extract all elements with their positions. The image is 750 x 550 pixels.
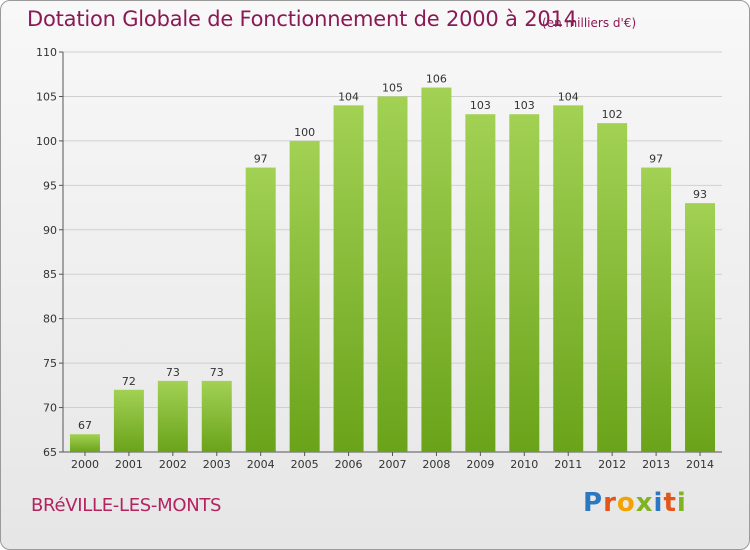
bar <box>157 380 188 452</box>
y-tick-label: 85 <box>43 268 57 281</box>
bar <box>377 96 408 452</box>
bar-value-label: 73 <box>210 366 224 379</box>
x-tick-label: 2008 <box>422 458 450 471</box>
x-tick-label: 2009 <box>466 458 494 471</box>
bar-value-label: 104 <box>338 90 359 103</box>
x-tick-label: 2006 <box>335 458 363 471</box>
logo-letter: i <box>676 488 687 518</box>
x-tick-label: 2012 <box>598 458 626 471</box>
bar-value-label: 103 <box>514 99 535 112</box>
y-tick-label: 75 <box>43 357 57 370</box>
bar-value-label: 67 <box>78 419 92 432</box>
bar-value-label: 93 <box>693 188 707 201</box>
bar-value-label: 104 <box>558 90 579 103</box>
city-name: BRéVILLE-LES-MONTS <box>31 495 222 516</box>
bar <box>245 167 276 453</box>
data-labels: 67 72 73 73 97 100 104 105 106 103 103 104 102 97 93 <box>78 73 707 433</box>
logo-letter: i <box>653 488 664 518</box>
y-tick-label: 65 <box>43 446 57 459</box>
bar-value-label: 102 <box>602 108 623 121</box>
x-tick-label: 2014 <box>686 458 714 471</box>
bar-value-label: 100 <box>294 126 315 139</box>
x-tick-label: 2005 <box>291 458 319 471</box>
x-tick-label: 2013 <box>642 458 670 471</box>
chart-title: Dotation Globale de Fonctionnement de 20… <box>27 7 577 31</box>
y-tick-label: 70 <box>43 402 57 415</box>
logo-letter: x <box>635 488 654 518</box>
bar <box>289 140 320 452</box>
bar <box>685 203 716 452</box>
x-tick-labels: 2000 2001 2002 2003 2004 2005 2006 2007 2008 2009… <box>71 458 714 471</box>
logo-letter: o <box>616 488 636 518</box>
bars <box>69 87 716 453</box>
bar-value-label: 97 <box>649 153 663 166</box>
y-tick-label: 80 <box>43 313 57 326</box>
y-tick-labels: 65 70 75 80 85 90 95 100 105 110 <box>36 46 57 459</box>
bar <box>69 434 100 452</box>
logo-letter: P <box>583 488 604 518</box>
x-tick-label: 2004 <box>247 458 275 471</box>
y-tick-label: 100 <box>36 135 57 148</box>
bar-value-label: 106 <box>426 73 447 86</box>
bar-value-label: 72 <box>122 375 136 388</box>
y-tick-label: 90 <box>43 224 57 237</box>
y-tick-label: 110 <box>36 46 57 59</box>
y-tick-label: 95 <box>43 179 57 192</box>
bar <box>509 114 540 452</box>
bar <box>333 105 364 452</box>
x-tick-label: 2010 <box>510 458 538 471</box>
bar <box>113 389 144 452</box>
bar <box>465 114 496 452</box>
x-tick-label: 2001 <box>115 458 143 471</box>
bar <box>201 380 232 452</box>
bar <box>553 105 584 452</box>
proxiti-logo: Proxiti <box>583 488 687 518</box>
bar-value-label: 73 <box>166 366 180 379</box>
x-tick-label: 2003 <box>203 458 231 471</box>
y-tick-label: 105 <box>36 90 57 103</box>
logo-letter: r <box>603 488 617 518</box>
x-tick-label: 2000 <box>71 458 99 471</box>
bar <box>597 123 628 452</box>
x-tick-label: 2002 <box>159 458 187 471</box>
chart-subtitle: (en milliers d'€) <box>542 16 637 30</box>
bar <box>421 87 452 453</box>
bar-value-label: 97 <box>254 153 268 166</box>
bar-value-label: 105 <box>382 81 403 94</box>
bar <box>641 167 672 453</box>
x-tick-label: 2011 <box>554 458 582 471</box>
logo-letter: t <box>663 488 677 518</box>
x-tick-label: 2007 <box>379 458 407 471</box>
bar-value-label: 103 <box>470 99 491 112</box>
